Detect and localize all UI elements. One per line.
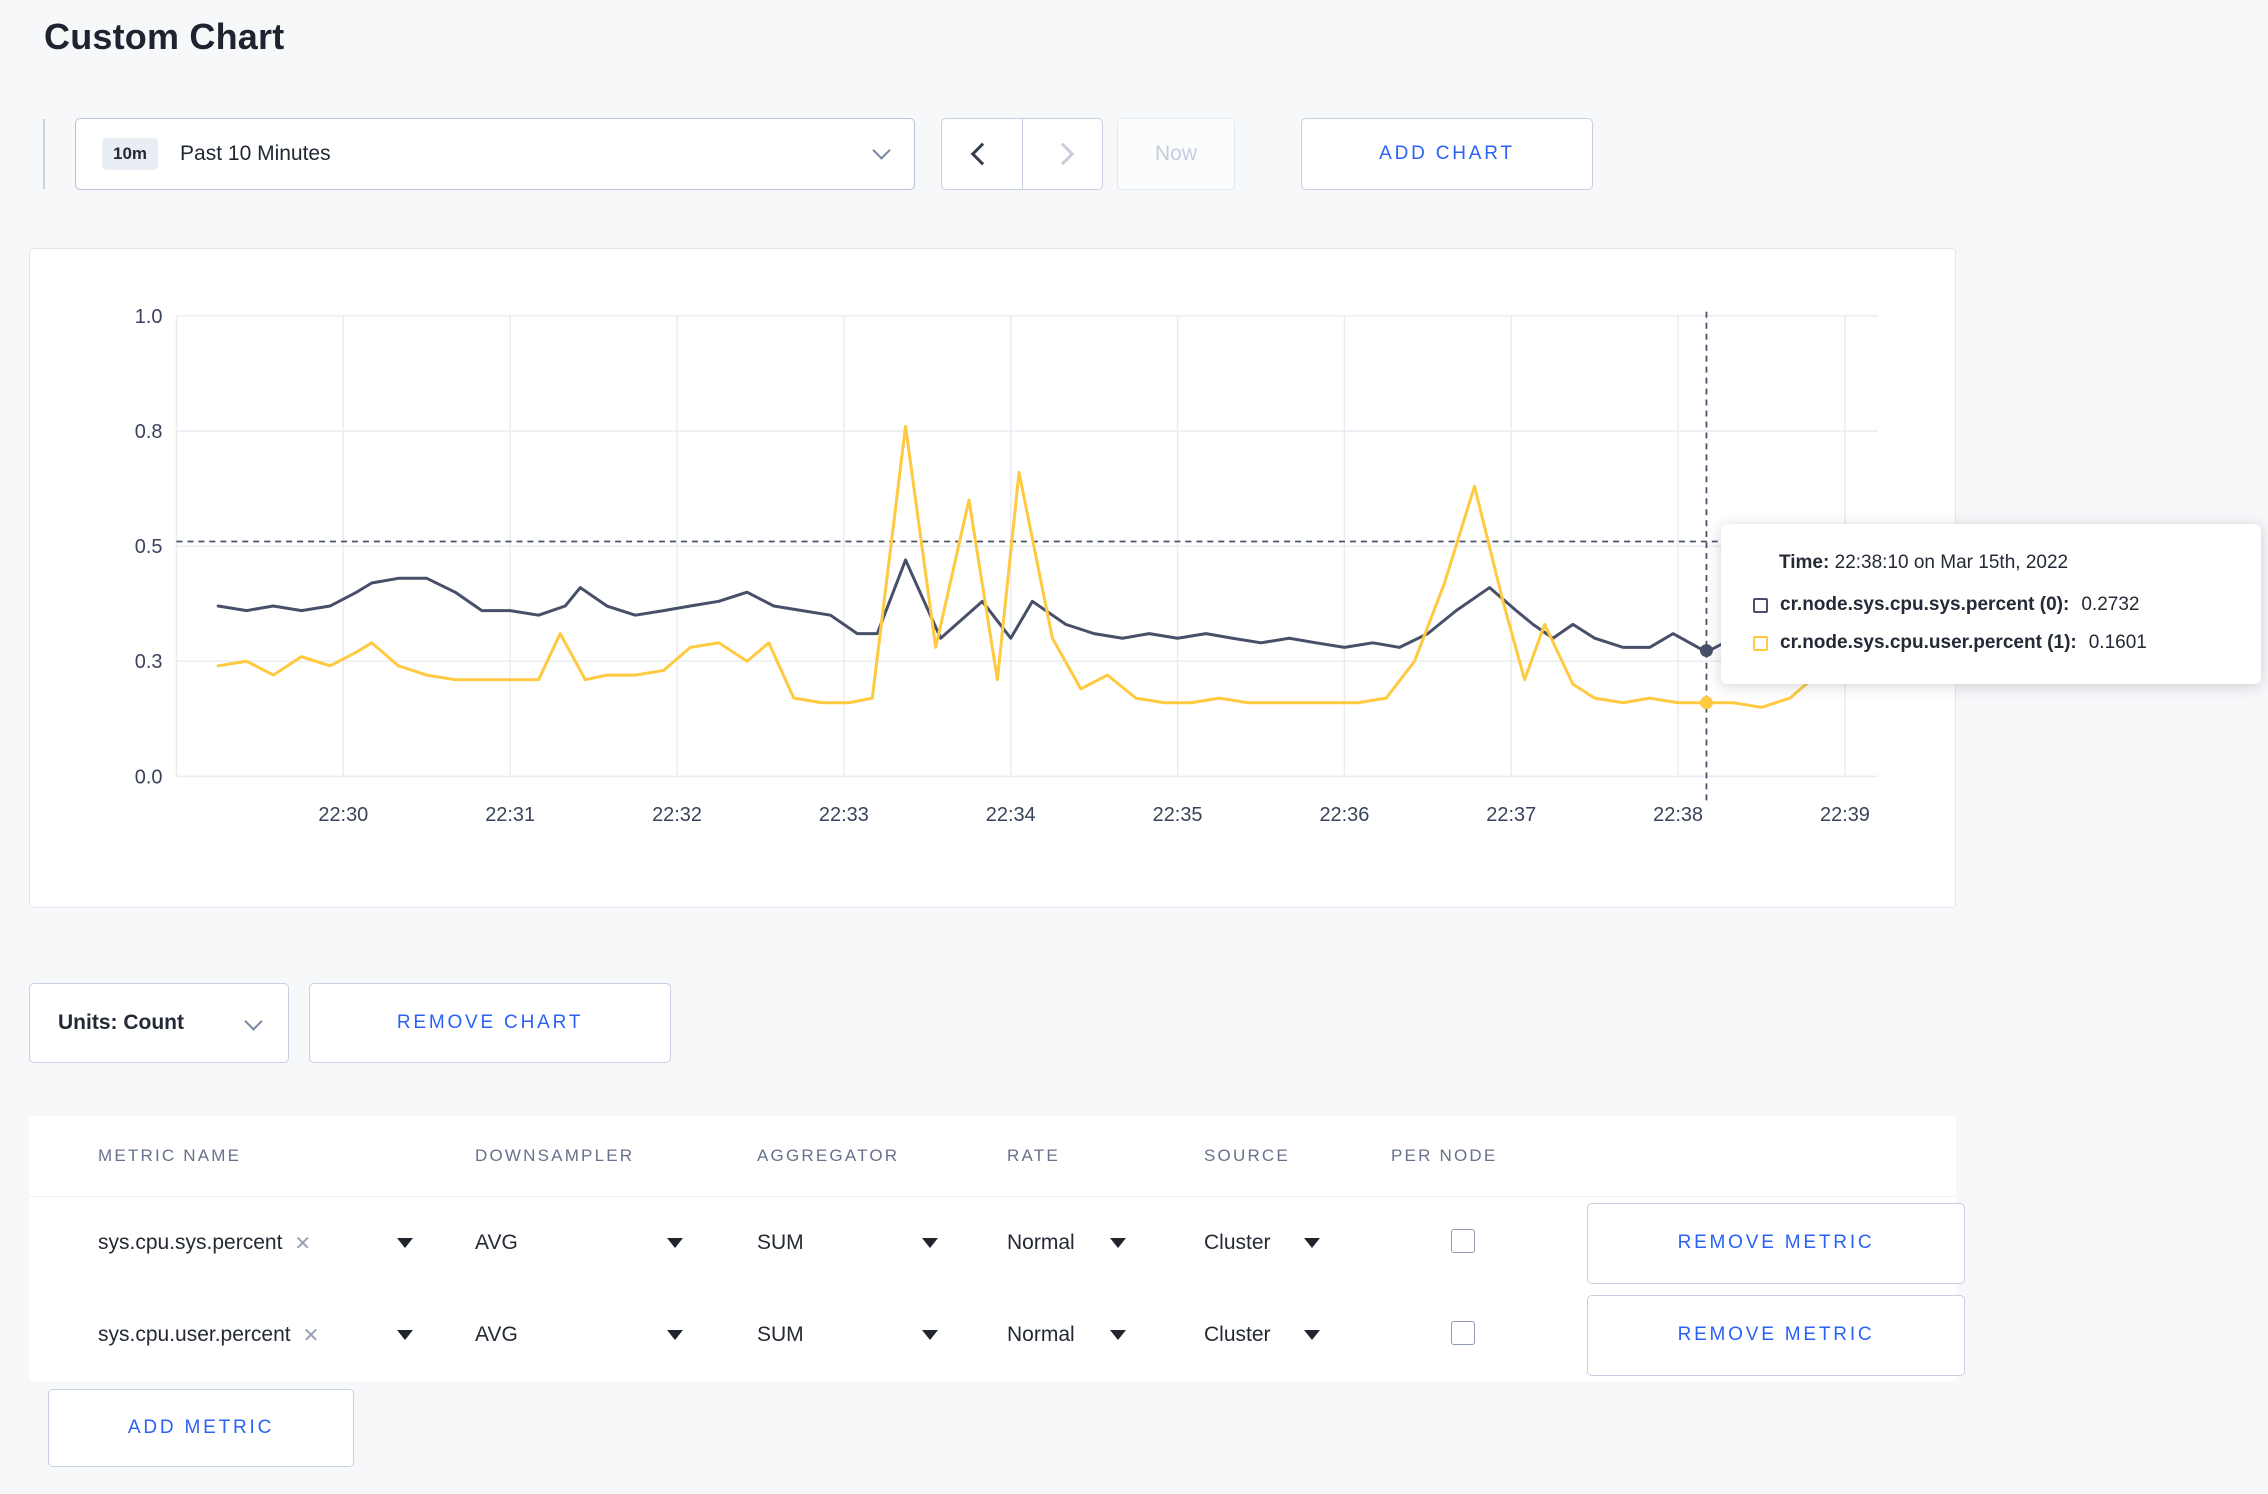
page-title: Custom Chart <box>44 16 285 57</box>
source-value: Cluster <box>1204 1323 1271 1346</box>
tooltip-time-row: Time: 22:38:10 on Mar 15th, 2022 <box>1779 552 2231 574</box>
metric-name-value: sys.cpu.user.percent <box>98 1323 291 1346</box>
time-range-label: Past 10 Minutes <box>180 142 331 165</box>
rate-select[interactable]: Normal <box>1007 1323 1126 1347</box>
svg-text:0.8: 0.8 <box>135 421 163 443</box>
units-dropdown[interactable]: Units: Count <box>29 983 289 1063</box>
svg-text:22:37: 22:37 <box>1486 804 1536 826</box>
remove-metric-button[interactable]: REMOVE METRIC <box>1587 1202 1965 1284</box>
caret-down-icon <box>667 1238 683 1248</box>
svg-text:22:31: 22:31 <box>485 804 535 826</box>
svg-text:22:35: 22:35 <box>1153 804 1203 826</box>
next-time-button[interactable] <box>1022 119 1102 189</box>
remove-metric-button[interactable]: REMOVE METRIC <box>1587 1294 1965 1376</box>
tooltip-series-row: cr.node.sys.cpu.user.percent (1): 0.1601 <box>1753 632 2231 654</box>
aggregator-select[interactable]: SUM <box>757 1231 938 1255</box>
caret-down-icon <box>1110 1330 1126 1340</box>
svg-text:22:33: 22:33 <box>819 804 869 826</box>
svg-text:1.0: 1.0 <box>135 306 163 328</box>
add-chart-button[interactable]: ADD CHART <box>1301 118 1593 190</box>
tooltip-series-name: cr.node.sys.cpu.sys.percent (0): <box>1780 594 2070 615</box>
svg-text:22:30: 22:30 <box>318 804 368 826</box>
chevron-left-icon <box>970 142 994 166</box>
metric-row: sys.cpu.sys.percent ✕ AVG SUM Normal Clu… <box>29 1197 1965 1289</box>
add-metric-button[interactable]: ADD METRIC <box>48 1389 354 1467</box>
caret-down-icon <box>1304 1330 1320 1340</box>
aggregator-select[interactable]: SUM <box>757 1323 938 1347</box>
downsampler-value: AVG <box>475 1231 518 1254</box>
per-node-checkbox[interactable] <box>1451 1228 1475 1253</box>
series-swatch-icon <box>1753 635 1768 651</box>
clear-icon[interactable]: ✕ <box>302 1324 320 1347</box>
col-header-source: SOURCE <box>1204 1146 1290 1165</box>
aggregator-value: SUM <box>757 1231 804 1254</box>
remove-chart-button[interactable]: REMOVE CHART <box>309 983 671 1063</box>
svg-text:0.0: 0.0 <box>135 766 163 788</box>
time-series-chart[interactable]: 0.0 0.3 0.5 0.8 1.0 22:30 22:31 22:32 22:33 22:34… <box>30 249 1955 907</box>
rate-select[interactable]: Normal <box>1007 1231 1126 1255</box>
chart-card: 0.0 0.3 0.5 0.8 1.0 22:30 22:31 22:32 22:33 22:34… <box>29 248 1956 908</box>
chart-controls-row: Units: Count REMOVE CHART <box>29 983 2268 1063</box>
svg-text:0.5: 0.5 <box>135 536 163 558</box>
svg-text:22:34: 22:34 <box>986 804 1036 826</box>
prev-time-button[interactable] <box>942 119 1022 189</box>
tooltip-time-value: 22:38:10 on Mar 15th, 2022 <box>1834 552 2069 573</box>
source-value: Cluster <box>1204 1231 1271 1254</box>
caret-down-icon <box>397 1330 413 1340</box>
svg-text:22:38: 22:38 <box>1653 804 1703 826</box>
source-select[interactable]: Cluster <box>1204 1323 1320 1347</box>
chevron-down-icon <box>244 1011 263 1031</box>
caret-down-icon <box>397 1238 413 1248</box>
tooltip-series-row: cr.node.sys.cpu.sys.percent (0): 0.2732 <box>1753 594 2231 616</box>
metrics-table-header: METRIC NAME DOWNSAMPLER AGGREGATOR RATE … <box>29 1116 1956 1197</box>
per-node-cell <box>1391 1228 1587 1258</box>
metric-name-select[interactable]: sys.cpu.sys.percent ✕ <box>98 1231 413 1256</box>
downsampler-value: AVG <box>475 1323 518 1346</box>
caret-down-icon <box>922 1238 938 1248</box>
per-node-checkbox[interactable] <box>1451 1320 1475 1345</box>
col-header-metric-name: METRIC NAME <box>98 1146 242 1165</box>
svg-text:0.3: 0.3 <box>135 651 163 673</box>
per-node-cell <box>1391 1320 1587 1350</box>
col-header-aggregator: AGGREGATOR <box>757 1146 900 1165</box>
metric-name-select[interactable]: sys.cpu.user.percent ✕ <box>98 1323 413 1348</box>
svg-text:22:39: 22:39 <box>1820 804 1870 826</box>
clear-icon[interactable]: ✕ <box>294 1232 312 1255</box>
rate-value: Normal <box>1007 1231 1075 1254</box>
aggregator-value: SUM <box>757 1323 804 1346</box>
metrics-table: METRIC NAME DOWNSAMPLER AGGREGATOR RATE … <box>29 1116 1965 1381</box>
metric-row: sys.cpu.user.percent ✕ AVG SUM Normal Cl… <box>29 1289 1965 1381</box>
downsampler-select[interactable]: AVG <box>475 1231 683 1255</box>
caret-down-icon <box>922 1330 938 1340</box>
tooltip-series-value: 0.2732 <box>2081 594 2140 615</box>
time-nav-group <box>941 118 1103 190</box>
tooltip-series-value: 0.1601 <box>2088 632 2147 653</box>
series-swatch-icon <box>1753 597 1768 613</box>
toolbar: 10m Past 10 Minutes Now ADD CHART <box>43 118 2268 190</box>
tooltip-time-label: Time: <box>1779 552 1830 573</box>
chevron-down-icon <box>872 141 891 160</box>
chart-tooltip: Time: 22:38:10 on Mar 15th, 2022 cr.node… <box>1721 524 2261 684</box>
time-range-dropdown[interactable]: 10m Past 10 Minutes <box>75 118 915 190</box>
source-select[interactable]: Cluster <box>1204 1231 1320 1255</box>
svg-text:22:36: 22:36 <box>1319 804 1369 826</box>
svg-text:22:32: 22:32 <box>652 804 702 826</box>
downsampler-select[interactable]: AVG <box>475 1323 683 1347</box>
col-header-per-node: PER NODE <box>1391 1146 1498 1165</box>
caret-down-icon <box>667 1330 683 1340</box>
metric-name-value: sys.cpu.sys.percent <box>98 1231 283 1254</box>
col-header-rate: RATE <box>1007 1146 1060 1165</box>
toolbar-left-divider <box>43 119 45 189</box>
time-range-badge: 10m <box>102 138 159 170</box>
tooltip-series-name: cr.node.sys.cpu.user.percent (1): <box>1780 632 2077 653</box>
units-label: Units: Count <box>58 1011 184 1034</box>
now-button[interactable]: Now <box>1117 118 1235 190</box>
col-header-downsampler: DOWNSAMPLER <box>475 1146 635 1165</box>
caret-down-icon <box>1110 1238 1126 1248</box>
chevron-right-icon <box>1051 142 1074 166</box>
rate-value: Normal <box>1007 1323 1075 1346</box>
caret-down-icon <box>1304 1238 1320 1248</box>
